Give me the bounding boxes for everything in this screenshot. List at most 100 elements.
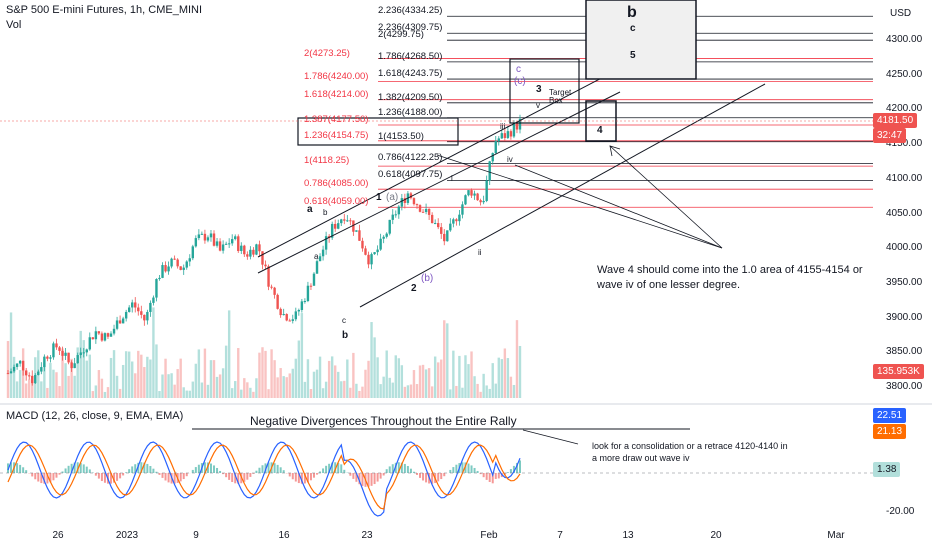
volume-bar — [167, 374, 170, 398]
macd-histogram-bar — [209, 463, 212, 473]
wave-2: 2 — [411, 283, 417, 294]
volume-bar — [337, 371, 340, 398]
price-axis-label: 3900.00 — [886, 311, 923, 323]
macd-note: look for a consolidation or a retrace 41… — [592, 441, 788, 463]
candle-body — [143, 314, 146, 321]
macd-histogram-bar — [303, 473, 306, 484]
candle-body — [264, 264, 267, 267]
candle-body — [370, 254, 373, 265]
candle-body — [28, 375, 31, 377]
volume-bar — [88, 354, 91, 398]
macd-histogram-bar — [10, 462, 13, 473]
macd-histogram-bar — [479, 473, 482, 475]
macd-histogram-bar — [388, 466, 391, 473]
candle-body — [464, 195, 467, 205]
volume-bar — [55, 372, 58, 398]
candle-body — [76, 355, 79, 364]
volume-bar — [279, 368, 282, 398]
candle-body — [227, 243, 231, 245]
volume-bar — [61, 348, 64, 398]
volume-bar — [291, 368, 294, 398]
volume-bar — [261, 347, 264, 398]
candle-body — [64, 352, 67, 356]
candle-body — [234, 236, 237, 240]
volume-bar — [127, 351, 131, 398]
macd-histogram-bar — [258, 467, 261, 473]
macd-histogram-bar — [264, 463, 267, 473]
macd-histogram-bar — [164, 473, 167, 481]
arrow-head-3 — [609, 145, 621, 157]
chart-title: S&P 500 E-mini Futures, 1h, CME_MINI — [6, 4, 203, 16]
macd-histogram-bar — [76, 462, 79, 473]
candle-body — [73, 363, 76, 369]
macd-histogram-bar — [415, 473, 418, 475]
fib-label-black: 0.786(4122.25) — [378, 152, 443, 164]
volume-bar — [146, 356, 149, 398]
volume-bar — [461, 387, 464, 398]
volume-bar — [194, 363, 198, 398]
candle-body — [240, 245, 243, 251]
candle-body — [427, 208, 431, 215]
volume-bar — [49, 362, 52, 398]
macd-histogram-bar — [297, 473, 300, 484]
volume-bar — [188, 390, 191, 398]
macd-histogram-bar — [319, 471, 322, 473]
volume-bar — [282, 376, 285, 398]
wave-c-large: c — [630, 23, 636, 34]
macd-histogram-bar — [267, 462, 270, 473]
volume-bar — [24, 383, 28, 398]
volume-bar — [173, 384, 176, 398]
candle-body — [82, 352, 85, 354]
wave-small-a: a — [314, 252, 319, 261]
candle-body — [424, 208, 428, 212]
mid-channel-line — [257, 91, 621, 274]
price-candles — [6, 114, 522, 386]
volume-bar — [191, 381, 195, 398]
volume-bar — [94, 385, 98, 398]
candle-body — [297, 309, 301, 312]
candle-body — [209, 233, 213, 238]
candle-body — [346, 220, 349, 222]
macd-histogram-bar — [476, 470, 479, 473]
candle-body — [333, 223, 337, 229]
candle-body — [61, 350, 64, 356]
candle-body — [115, 320, 119, 329]
macd-histogram-bar — [225, 473, 228, 478]
candle-body — [40, 367, 43, 372]
volume-bar — [349, 387, 352, 398]
candle-body — [270, 286, 273, 288]
candle-body — [494, 141, 497, 154]
macd-histogram-bar — [58, 473, 61, 475]
time-axis-label: 13 — [622, 530, 634, 541]
volume-bar — [458, 355, 461, 398]
macd-histogram-bar — [373, 473, 376, 485]
volume-bar — [515, 320, 519, 398]
volume-bar — [394, 355, 397, 398]
macd-histogram-bar — [464, 462, 467, 473]
macd-histogram-bar — [243, 473, 246, 482]
volume-bar — [140, 354, 143, 398]
volume-bar — [433, 356, 437, 398]
macd-histogram-bar — [228, 473, 231, 480]
candle-body — [252, 249, 255, 255]
macd-histogram-bar — [367, 473, 370, 487]
price-axis-label: 4250.00 — [886, 68, 923, 80]
volume-bar — [321, 388, 325, 398]
macd-histogram-bar — [397, 462, 400, 473]
volume-bar — [258, 352, 261, 398]
macd-histogram-bar — [491, 473, 494, 484]
volume-bar — [28, 379, 31, 398]
macd-histogram-bar — [273, 463, 276, 473]
macd-histogram-bar — [140, 462, 143, 473]
macd-histogram-bar — [197, 464, 200, 473]
macd-histogram-bar — [49, 473, 52, 483]
macd-histogram-bar — [173, 473, 176, 484]
wave-small-ii: ii — [478, 248, 482, 257]
macd-histogram-bar — [237, 473, 240, 484]
volume-bar — [273, 360, 276, 398]
volume-bar — [218, 374, 222, 398]
macd-histogram-bar — [519, 460, 521, 473]
arrow-line-2 — [514, 164, 723, 249]
volume-bar — [43, 362, 46, 398]
